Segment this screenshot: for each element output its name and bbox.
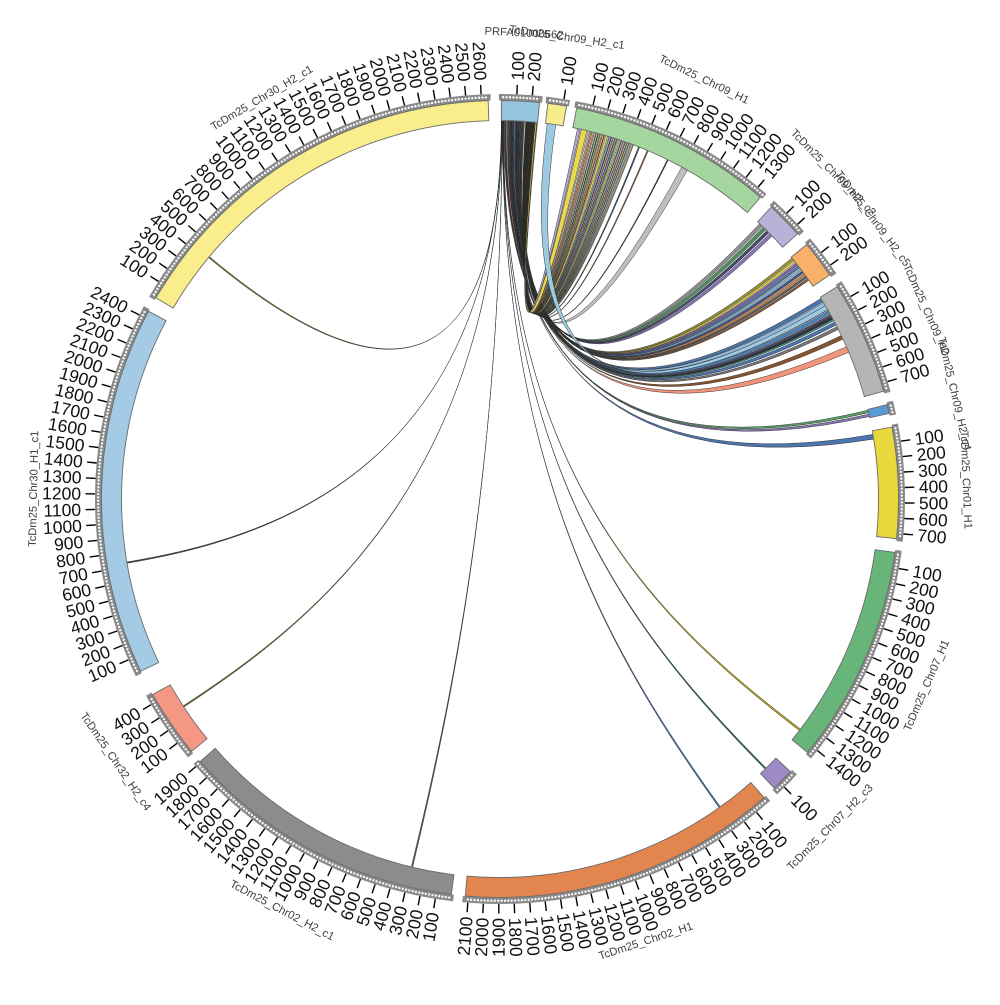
svg-text:200: 200 (524, 51, 546, 82)
svg-text:2600: 2600 (469, 41, 491, 81)
svg-text:2100: 2100 (454, 916, 477, 957)
svg-text:TcDm25_Chr30_H1_c1: TcDm25_Chr30_H1_c1 (27, 431, 41, 548)
svg-text:700: 700 (917, 525, 948, 547)
